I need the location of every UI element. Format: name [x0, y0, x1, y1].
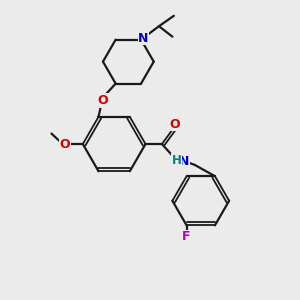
Text: H: H — [172, 154, 182, 167]
Text: O: O — [60, 137, 70, 151]
Text: N: N — [178, 155, 189, 168]
Text: O: O — [98, 94, 108, 107]
Text: N: N — [138, 32, 148, 45]
Text: F: F — [182, 230, 191, 243]
Text: O: O — [169, 118, 180, 130]
